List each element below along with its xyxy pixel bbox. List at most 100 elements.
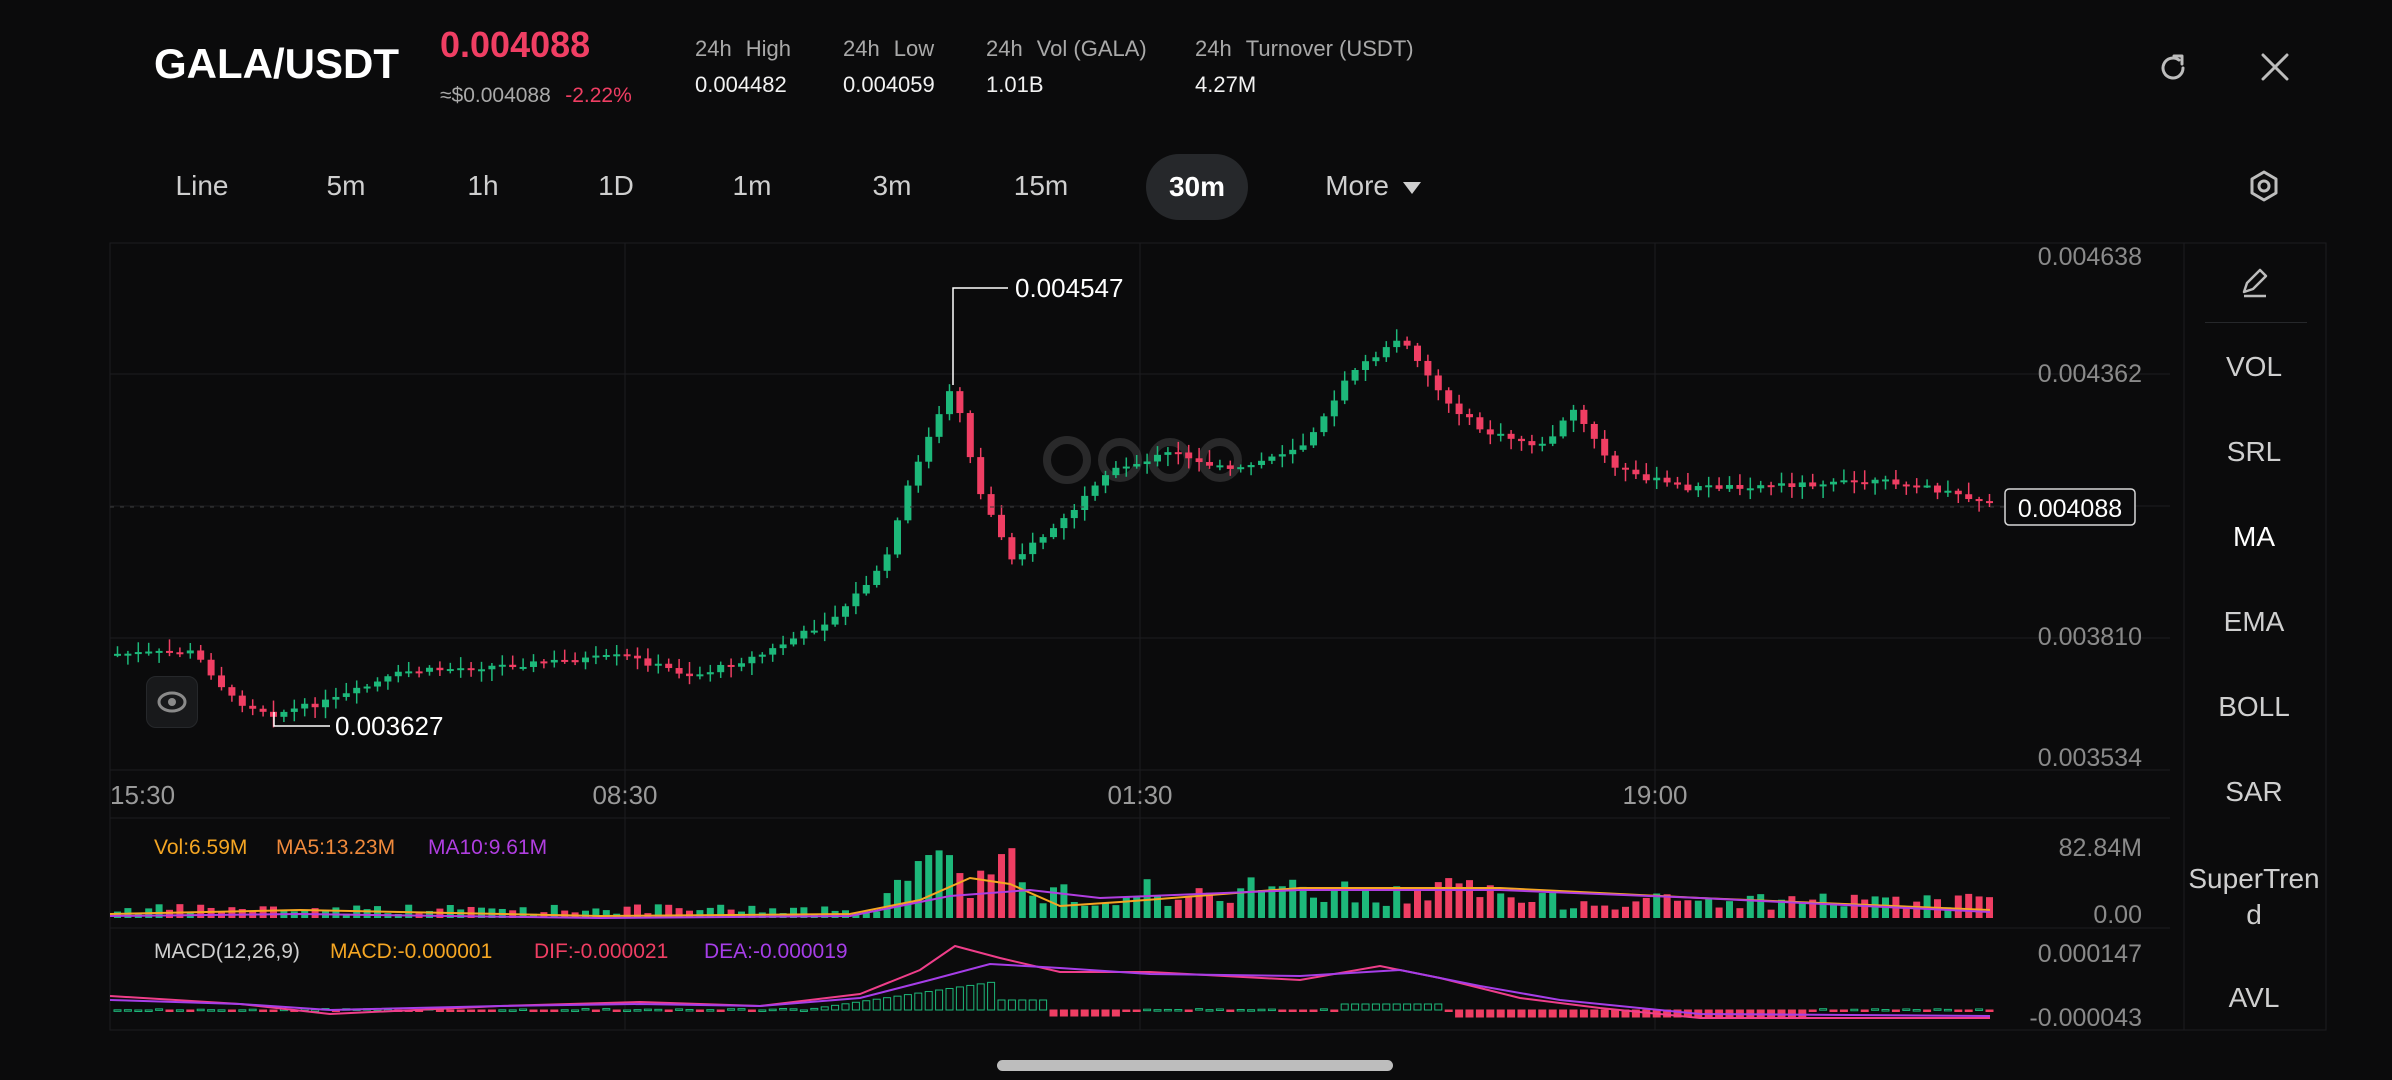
candle-body <box>1164 452 1172 455</box>
macd-bar <box>487 1009 496 1012</box>
volume-bar <box>1986 897 1993 918</box>
volume-bar <box>1861 899 1869 918</box>
watermark-logo <box>1043 436 1242 484</box>
tab-30m[interactable]: 30m <box>1146 154 1248 220</box>
candle-body <box>478 669 485 672</box>
candle-body <box>696 674 704 677</box>
candle-body <box>436 667 444 671</box>
candle-body <box>488 665 496 670</box>
volume-bar <box>987 874 995 918</box>
volume-bar <box>1237 888 1245 918</box>
stat-volume: 24h Vol (GALA) 1.01B <box>986 36 1147 98</box>
indicator-sar[interactable]: SAR <box>2225 776 2283 807</box>
indicator-ema[interactable]: EMA <box>2223 606 2285 637</box>
candle-body <box>1102 475 1109 486</box>
indicator-supertrend[interactable]: SuperTrend <box>2188 863 2320 930</box>
tab-3m[interactable]: 3m <box>872 170 912 201</box>
macd-bar <box>1559 1009 1568 1018</box>
eye-icon <box>157 691 187 713</box>
macd-bar <box>134 1009 143 1012</box>
refresh-icon[interactable] <box>2155 50 2191 86</box>
indicator-boll[interactable]: BOLL <box>2218 691 2290 722</box>
macd-bar <box>914 992 923 1011</box>
macd-bar <box>1444 1009 1453 1012</box>
candle-body <box>1050 528 1057 538</box>
stat-label: 24h <box>1195 36 1232 61</box>
tab-1m[interactable]: 1m <box>732 170 772 201</box>
macd-bar <box>1351 1003 1360 1011</box>
macd-bar <box>1902 1008 1911 1011</box>
volume-bar <box>1819 893 1827 918</box>
candle-body <box>186 650 194 654</box>
candle-body <box>384 676 392 682</box>
macd-bar <box>1579 1009 1588 1018</box>
volume-bar <box>1497 893 1505 918</box>
candle-body <box>1892 479 1900 485</box>
macd-bar <box>508 1009 517 1012</box>
candle-body <box>1528 441 1536 446</box>
candle-body <box>1518 438 1525 442</box>
tab-5m[interactable]: 5m <box>326 170 366 201</box>
volume-bar <box>1684 900 1692 918</box>
macd-bar <box>1070 1009 1079 1017</box>
home-indicator-bar[interactable] <box>997 1060 1393 1071</box>
macd-bar <box>779 1008 788 1011</box>
volume-bar <box>1372 902 1380 918</box>
candle-body <box>1320 416 1328 433</box>
candle-body <box>1746 488 1754 491</box>
tab-1d[interactable]: 1D <box>598 170 634 201</box>
tab-line[interactable]: Line <box>175 170 229 201</box>
candle-body <box>1195 458 1203 463</box>
candle-body <box>717 664 725 673</box>
candle-body <box>519 666 527 669</box>
candle-body <box>1174 452 1182 455</box>
usd-price: ≈$0.004088 <box>440 84 551 107</box>
candle-body <box>1767 485 1775 488</box>
indicator-avl[interactable]: AVL <box>2228 982 2280 1013</box>
stat-value: 0.004059 <box>843 72 935 97</box>
close-icon[interactable] <box>2258 50 2292 84</box>
volume-bar <box>1206 892 1213 918</box>
macd-bar <box>1964 1009 1973 1012</box>
candle-body <box>842 606 849 617</box>
macd-bar <box>654 1008 663 1012</box>
candle-body <box>1424 360 1432 376</box>
pair-title[interactable]: GALA/USDT <box>154 40 399 87</box>
macd-bar <box>675 1008 684 1011</box>
visibility-toggle-button[interactable] <box>146 676 198 728</box>
candle-body <box>1778 483 1785 486</box>
pencil-icon[interactable] <box>2238 266 2272 300</box>
candle-body <box>218 675 225 688</box>
macd-bar <box>1122 1009 1131 1012</box>
macd-bar <box>446 1009 455 1012</box>
macd-axis-bottom: -0.000043 <box>2029 1004 2142 1032</box>
candle-body <box>1008 537 1016 560</box>
candle-body <box>1237 467 1245 470</box>
macd-bar <box>706 1009 715 1012</box>
tab-15m[interactable]: 15m <box>1013 170 1069 201</box>
candle-body <box>114 653 121 656</box>
volume-bar <box>1674 900 1681 918</box>
indicator-ma[interactable]: MA <box>2233 521 2275 552</box>
macd-bar <box>1819 1008 1828 1011</box>
stat-value: 4.27M <box>1195 72 1257 97</box>
stat-label: Low <box>893 36 935 61</box>
candle-body <box>1663 477 1671 483</box>
volume-bar <box>1538 893 1546 918</box>
candle-body <box>1840 480 1848 483</box>
volume-bar <box>582 910 589 918</box>
macd-bar <box>1028 999 1037 1011</box>
macd-bar <box>196 1008 205 1012</box>
candle-body <box>1736 485 1744 489</box>
volume-bar <box>1341 881 1349 918</box>
tab-1h[interactable]: 1h <box>467 170 499 201</box>
more-dropdown[interactable]: More <box>1318 162 1428 210</box>
settings-icon[interactable] <box>2246 168 2282 204</box>
macd-bar <box>1382 1003 1391 1011</box>
candle-body <box>1538 443 1546 446</box>
price-axis-label: 0.003810 <box>2038 623 2142 651</box>
candle-body <box>550 659 558 663</box>
indicator-srl[interactable]: SRL <box>2226 436 2282 467</box>
indicator-vol[interactable]: VOL <box>2225 351 2283 382</box>
